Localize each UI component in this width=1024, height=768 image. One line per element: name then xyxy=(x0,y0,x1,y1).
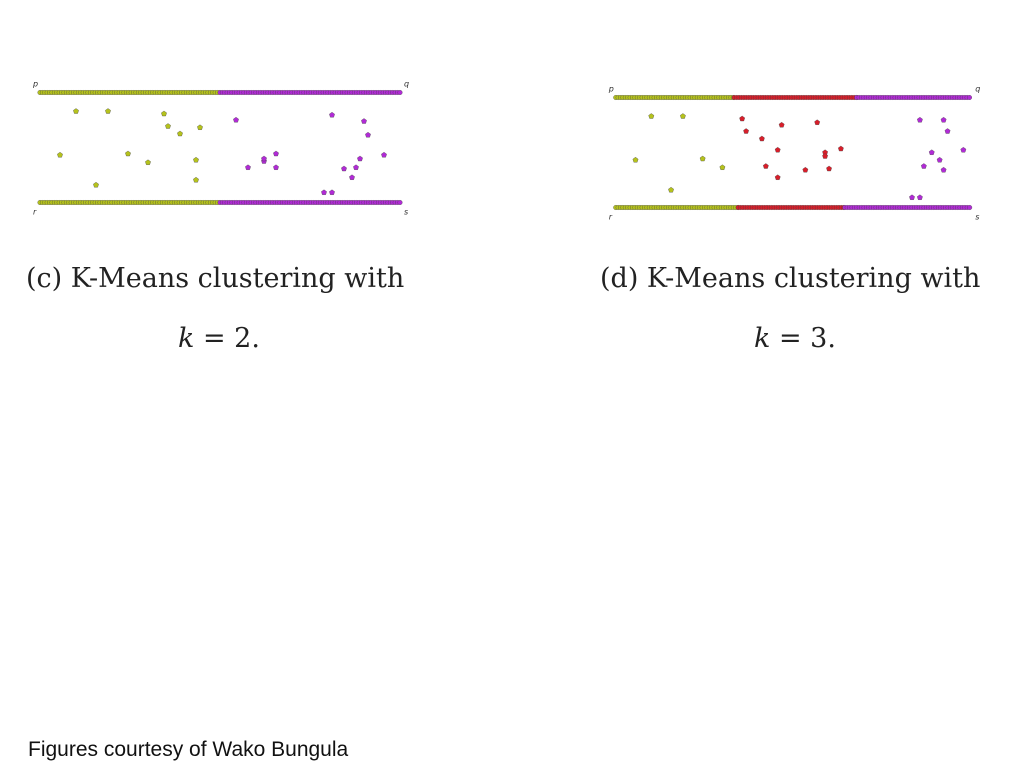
footer-credit: Figures courtesy of Wako Bungula xyxy=(28,738,349,761)
caption-c-rest: = 2. xyxy=(194,323,260,354)
k3-point xyxy=(739,115,746,122)
caption-d-line1: (d) K-Means clustering with xyxy=(600,263,981,294)
k3-line-marker xyxy=(967,95,972,100)
caption-d-line2: k = 3. xyxy=(754,323,836,354)
k2-point xyxy=(273,150,279,157)
k2-point xyxy=(145,159,151,165)
k3-point xyxy=(826,165,832,172)
k2-point xyxy=(161,110,167,117)
caption-c-line2: k = 2. xyxy=(178,323,260,354)
caption-d-rest: = 3. xyxy=(770,323,836,354)
k2-line-marker xyxy=(397,90,403,95)
k3-point xyxy=(774,146,781,153)
k2-point xyxy=(361,118,367,124)
k2-point xyxy=(193,176,199,183)
k3-line-1-segment-0 xyxy=(613,205,741,210)
k2-point xyxy=(245,164,251,170)
k2-point xyxy=(165,123,171,129)
k3-line-0-segment-1 xyxy=(731,95,860,100)
k3-point xyxy=(960,146,967,153)
k3-point xyxy=(802,166,809,173)
k2-point xyxy=(357,155,363,162)
caption-c-line1: (c) K-Means clustering with xyxy=(26,263,405,294)
k3-cluster-0 xyxy=(632,113,726,193)
k2-point xyxy=(93,181,99,188)
k3-line-marker xyxy=(967,205,973,210)
k2-point xyxy=(353,164,359,170)
k2-corner-label-top-right: q xyxy=(404,80,409,89)
chart-kmeans-k3-svg: p q r s xyxy=(608,85,981,222)
k2-point xyxy=(193,156,199,163)
k2-cluster-1 xyxy=(233,111,387,195)
k2-point xyxy=(381,151,387,158)
k3-corner-label-top-left: p xyxy=(608,85,614,94)
k3-point xyxy=(699,155,706,162)
k3-point xyxy=(909,194,915,200)
k3-point xyxy=(814,119,821,125)
k2-point xyxy=(329,189,335,195)
caption-d-k: k xyxy=(754,323,771,354)
chart-kmeans-k2: p q r s xyxy=(20,80,420,217)
k2-point xyxy=(273,164,279,170)
k2-point xyxy=(233,116,239,123)
k3-point xyxy=(632,156,639,163)
k3-point xyxy=(822,153,828,159)
k3-point xyxy=(917,194,923,200)
k3-point xyxy=(774,174,781,180)
k2-line-0-segment-1 xyxy=(217,90,403,95)
k2-point xyxy=(125,150,131,157)
k3-point xyxy=(936,156,943,163)
k2-line-1-segment-0 xyxy=(37,200,221,205)
k3-point xyxy=(680,113,686,119)
k2-point xyxy=(73,108,79,114)
k3-point xyxy=(944,128,951,134)
k3-point xyxy=(940,166,947,173)
k3-point xyxy=(719,164,726,170)
k3-line-1-segment-1 xyxy=(735,205,847,210)
k3-point xyxy=(838,145,844,152)
k2-line-1-segment-1 xyxy=(217,200,403,205)
k2-point xyxy=(177,130,183,137)
k2-point xyxy=(261,155,267,162)
k2-point xyxy=(105,108,111,114)
caption-c-k: k xyxy=(178,323,195,354)
k2-corner-label-bottom-right: s xyxy=(404,208,408,217)
k2-cluster-0 xyxy=(57,108,203,188)
k2-point xyxy=(197,124,203,130)
chart-kmeans-k2-svg: p q r s xyxy=(32,80,409,217)
k3-line-1-segment-2 xyxy=(842,205,973,210)
k3-corner-label-bottom-left: r xyxy=(609,213,613,222)
k3-point xyxy=(743,128,749,134)
chart-kmeans-k3: p q r s xyxy=(596,85,991,222)
k2-point xyxy=(57,151,63,158)
k2-point xyxy=(365,131,371,138)
k3-cluster-2 xyxy=(909,116,967,200)
k3-line-0-segment-2 xyxy=(854,95,972,100)
k3-point xyxy=(668,186,674,193)
k2-corner-label-top-left: p xyxy=(32,80,38,89)
k3-corner-label-bottom-right: s xyxy=(975,213,979,222)
k3-point xyxy=(940,116,947,123)
k2-point xyxy=(321,189,327,195)
k3-line-0-segment-0 xyxy=(613,95,736,100)
k2-line-0-segment-0 xyxy=(37,90,221,95)
k2-corner-label-bottom-left: r xyxy=(33,208,37,217)
k2-point xyxy=(341,165,347,172)
k2-line-marker xyxy=(397,200,403,205)
k3-point xyxy=(928,149,935,155)
k3-cluster-1 xyxy=(739,115,844,180)
k3-point xyxy=(759,135,765,142)
k2-point xyxy=(349,174,355,180)
k3-point xyxy=(762,163,769,169)
k3-point xyxy=(920,163,927,169)
k3-point xyxy=(648,113,655,119)
k3-point xyxy=(778,121,785,128)
k3-point xyxy=(917,116,923,123)
k3-corner-label-top-right: q xyxy=(975,85,980,94)
k2-point xyxy=(329,111,335,118)
